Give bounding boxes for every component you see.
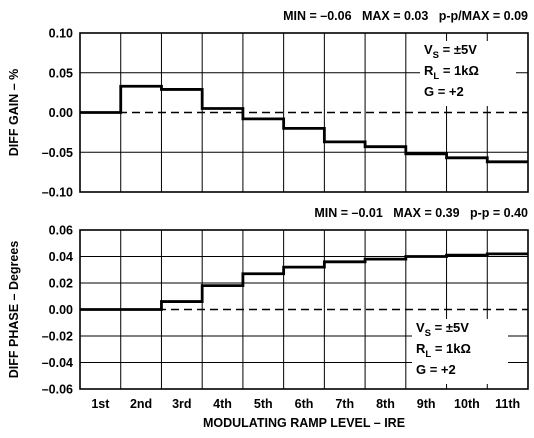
panel-diff-phase: 0.06 0.04 0.02 0.00 –0.02 –0.04 –0.06 VS = ±5V R…: [7, 206, 529, 430]
data-series-line: [80, 84, 528, 164]
symbol-main: R: [416, 341, 426, 356]
symbol-subscript: L: [433, 71, 439, 82]
y-tick-label: 0.06: [49, 224, 73, 238]
y-tick-label: –0.10: [42, 186, 73, 200]
gain-label: G = +2: [416, 362, 456, 377]
x-tick-label: 7th: [335, 397, 354, 411]
symbol-subscript: S: [425, 328, 431, 339]
x-tick-label: 2nd: [130, 397, 152, 411]
symbol-main: V: [424, 42, 433, 57]
y-axis-label: DIFF PHASE – Degrees: [7, 241, 21, 379]
data-series-line: [80, 252, 528, 311]
x-tick-label: 5th: [254, 397, 273, 411]
x-tick-label: 8th: [376, 397, 395, 411]
symbol-value: = ±5V: [439, 42, 477, 57]
y-tick-label: 0.04: [49, 250, 73, 264]
symbol-subscript: S: [433, 50, 439, 61]
panel-diff-gain: 0.10 0.05 0.00 –0.05 –0.10 VS = ±5V RL = 1kΩ G …: [7, 9, 529, 200]
supply-voltage-label: VS = ±5V: [416, 320, 469, 339]
symbol-main: R: [424, 63, 434, 78]
x-tick-label: 11th: [495, 397, 520, 411]
x-tick-label: 1st: [91, 397, 110, 411]
y-tick-label: –0.05: [42, 146, 73, 160]
x-tick-label: 4th: [213, 397, 232, 411]
y-tick-label: –0.04: [42, 356, 73, 370]
statistics-header: MIN = –0.01 MAX = 0.39 p-p = 0.40: [314, 206, 528, 220]
symbol-main: V: [416, 320, 425, 335]
conditions-backdrop: [420, 41, 516, 106]
y-tick-label: 0.10: [49, 27, 73, 41]
x-axis-label: MODULATING RAMP LEVEL – IRE: [203, 416, 405, 430]
x-tick-label: 3rd: [172, 397, 191, 411]
symbol-value: = 1kΩ: [439, 63, 479, 78]
supply-voltage-label: VS = ±5V: [424, 42, 477, 61]
statistics-header: MIN = –0.06 MAX = 0.03 p-p/MAX = 0.09: [283, 9, 528, 23]
y-tick-label: 0.05: [49, 66, 73, 80]
symbol-value: = 1kΩ: [431, 341, 471, 356]
symbol-subscript: L: [425, 349, 431, 360]
x-tick-label: 6th: [295, 397, 314, 411]
y-tick-label: 0.02: [49, 277, 73, 291]
y-tick-label: –0.06: [42, 383, 73, 397]
y-axis-label: DIFF GAIN – %: [7, 69, 21, 157]
x-tick-label: 10th: [454, 397, 480, 411]
gain-label: G = +2: [424, 84, 464, 99]
y-tick-label: –0.02: [42, 330, 73, 344]
load-resistance-label: RL = 1kΩ: [416, 341, 471, 360]
conditions-backdrop: [412, 319, 508, 384]
y-tick-label: 0.00: [49, 106, 73, 120]
symbol-value: = ±5V: [431, 320, 469, 335]
y-tick-label: 0.00: [49, 303, 73, 317]
x-tick-label: 9th: [417, 397, 436, 411]
load-resistance-label: RL = 1kΩ: [424, 63, 479, 82]
